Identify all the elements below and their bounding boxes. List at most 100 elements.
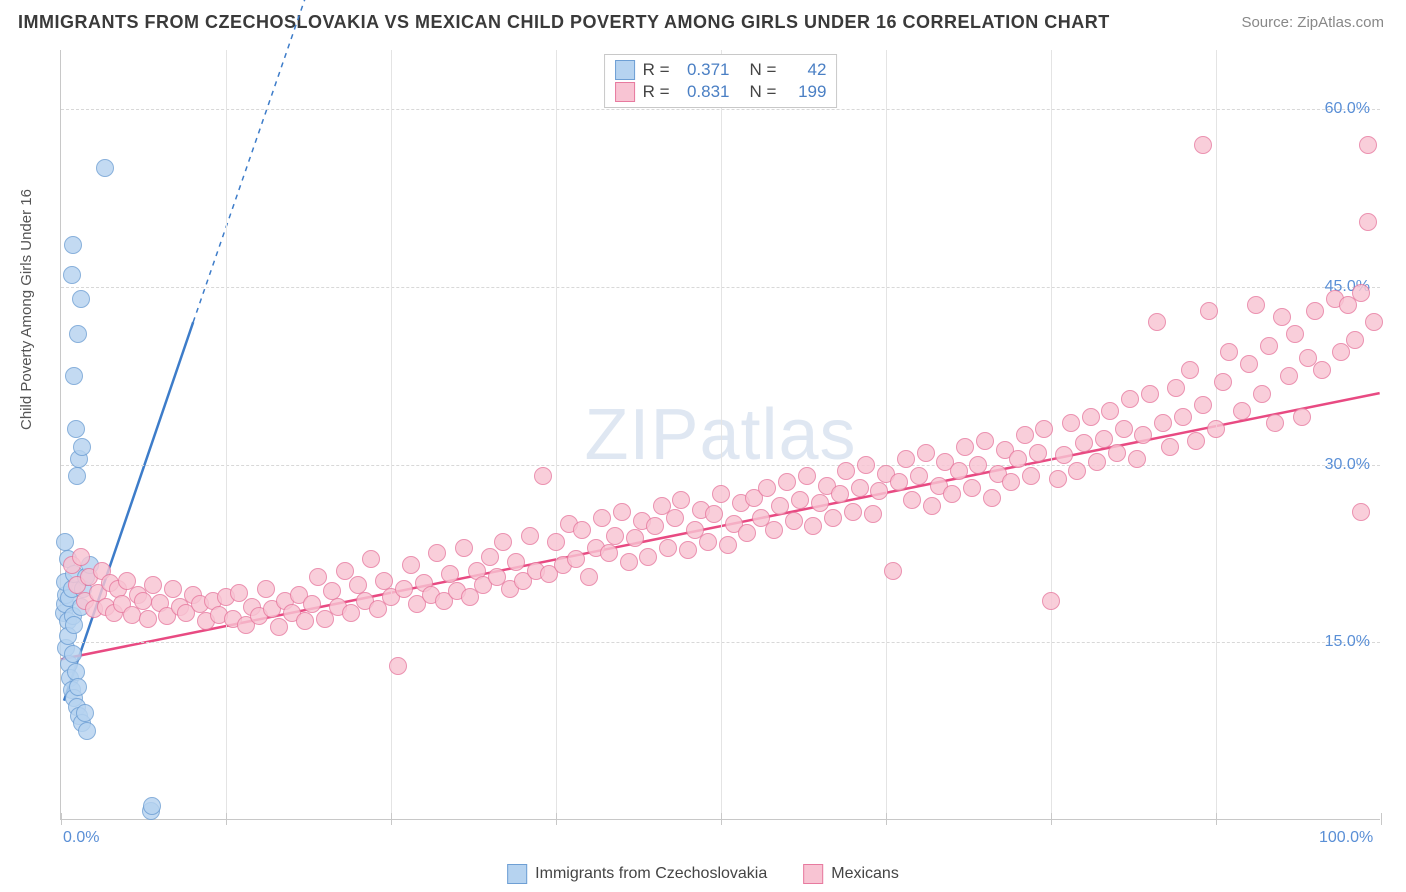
- data-point: [375, 572, 393, 590]
- data-point: [257, 580, 275, 598]
- data-point: [1055, 446, 1073, 464]
- data-point: [778, 473, 796, 491]
- data-point: [428, 544, 446, 562]
- data-point: [1161, 438, 1179, 456]
- data-point: [1352, 284, 1370, 302]
- y-tick-label: 15.0%: [1325, 633, 1370, 651]
- legend-swatch-b: [803, 864, 823, 884]
- legend-item-series-b: Mexicans: [803, 864, 899, 884]
- data-point: [96, 159, 114, 177]
- source-attribution: Source: ZipAtlas.com: [1241, 14, 1384, 31]
- x-tick-label: 100.0%: [1319, 829, 1373, 847]
- data-point: [791, 491, 809, 509]
- data-point: [521, 527, 539, 545]
- x-tick: [226, 813, 227, 825]
- data-point: [481, 548, 499, 566]
- data-point: [824, 509, 842, 527]
- data-point: [1280, 367, 1298, 385]
- x-tick: [556, 813, 557, 825]
- data-point: [943, 485, 961, 503]
- legend-swatch-a: [507, 864, 527, 884]
- data-point: [719, 536, 737, 554]
- n-label: N =: [750, 60, 777, 80]
- data-point: [666, 509, 684, 527]
- data-point: [712, 485, 730, 503]
- y-axis-label: Child Poverty Among Girls Under 16: [18, 189, 35, 430]
- data-point: [230, 584, 248, 602]
- data-point: [1068, 462, 1086, 480]
- data-point: [395, 580, 413, 598]
- data-point: [672, 491, 690, 509]
- data-point: [1187, 432, 1205, 450]
- data-point: [1148, 313, 1166, 331]
- data-point: [1049, 470, 1067, 488]
- data-point: [1214, 373, 1232, 391]
- legend-label-b: Mexicans: [831, 865, 899, 883]
- data-point: [134, 592, 152, 610]
- data-point: [785, 512, 803, 530]
- data-point: [1181, 361, 1199, 379]
- correlation-legend-row: R =0.371N =42: [615, 59, 827, 81]
- data-point: [1266, 414, 1284, 432]
- data-point: [804, 517, 822, 535]
- data-point: [1167, 379, 1185, 397]
- data-point: [1016, 426, 1034, 444]
- data-point: [699, 533, 717, 551]
- data-point: [270, 618, 288, 636]
- data-point: [567, 550, 585, 568]
- data-point: [659, 539, 677, 557]
- data-point: [1002, 473, 1020, 491]
- data-point: [144, 576, 162, 594]
- data-point: [897, 450, 915, 468]
- data-point: [831, 485, 849, 503]
- data-point: [494, 533, 512, 551]
- data-point: [620, 553, 638, 571]
- data-point: [765, 521, 783, 539]
- correlation-legend-row: R =0.831N =199: [615, 81, 827, 103]
- data-point: [507, 553, 525, 571]
- x-tick: [886, 813, 887, 825]
- data-point: [76, 704, 94, 722]
- data-point: [1352, 503, 1370, 521]
- data-point: [903, 491, 921, 509]
- data-point: [1134, 426, 1152, 444]
- data-point: [910, 467, 928, 485]
- legend-swatch: [615, 60, 635, 80]
- x-tick: [1216, 813, 1217, 825]
- data-point: [1365, 313, 1383, 331]
- data-point: [362, 550, 380, 568]
- data-point: [976, 432, 994, 450]
- data-point: [68, 467, 86, 485]
- data-point: [402, 556, 420, 574]
- data-point: [1115, 420, 1133, 438]
- data-point: [143, 797, 161, 815]
- data-point: [646, 517, 664, 535]
- data-point: [1095, 430, 1113, 448]
- data-point: [1082, 408, 1100, 426]
- data-point: [72, 290, 90, 308]
- data-point: [1128, 450, 1146, 468]
- data-point: [639, 548, 657, 566]
- data-point: [956, 438, 974, 456]
- data-point: [837, 462, 855, 480]
- data-point: [1359, 213, 1377, 231]
- data-point: [1101, 402, 1119, 420]
- data-point: [164, 580, 182, 598]
- data-point: [296, 612, 314, 630]
- data-point: [1108, 444, 1126, 462]
- data-point: [1253, 385, 1271, 403]
- y-tick-label: 30.0%: [1325, 456, 1370, 474]
- r-label: R =: [643, 82, 670, 102]
- data-point: [56, 533, 74, 551]
- data-point: [626, 529, 644, 547]
- data-point: [1174, 408, 1192, 426]
- data-point: [738, 524, 756, 542]
- data-point: [950, 462, 968, 480]
- correlation-legend: R =0.371N =42R =0.831N =199: [604, 54, 838, 108]
- data-point: [1062, 414, 1080, 432]
- data-point: [606, 527, 624, 545]
- data-point: [844, 503, 862, 521]
- legend-item-series-a: Immigrants from Czechoslovakia: [507, 864, 767, 884]
- data-point: [1220, 343, 1238, 361]
- data-point: [547, 533, 565, 551]
